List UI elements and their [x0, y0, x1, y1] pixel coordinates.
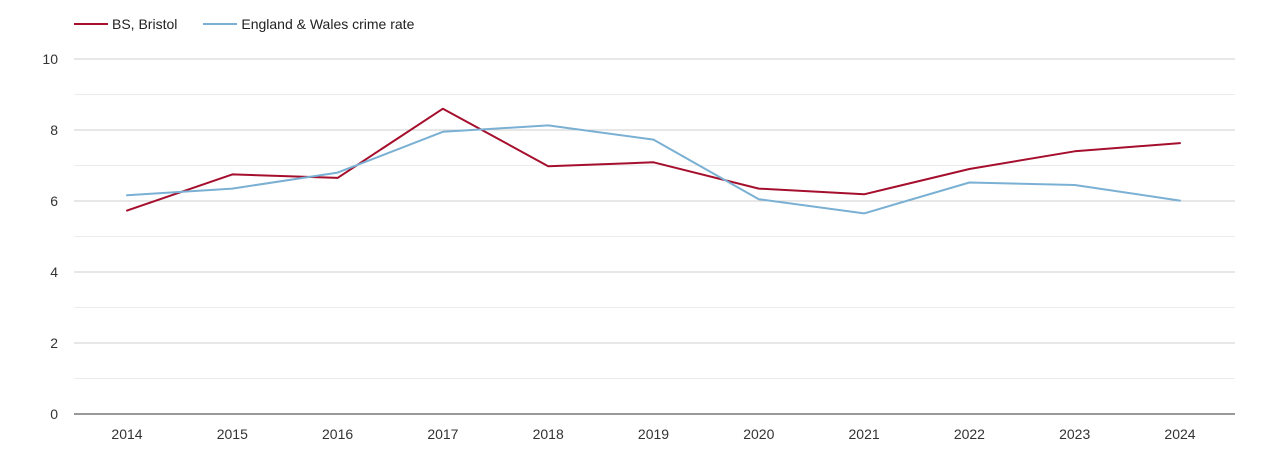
legend-swatch-england-wales [203, 23, 238, 25]
x-tick-label: 2015 [217, 426, 248, 442]
legend-label-bristol: BS, Bristol [112, 16, 178, 32]
legend: BS, Bristol England & Wales crime rate [74, 16, 440, 32]
x-tick-label: 2022 [954, 426, 985, 442]
y-tick-label: 0 [50, 406, 58, 422]
legend-label-england-wales: England & Wales crime rate [241, 16, 415, 32]
x-tick-label: 2019 [638, 426, 669, 442]
x-tick-label: 2017 [427, 426, 458, 442]
legend-swatch-bristol [74, 23, 108, 25]
x-tick-label: 2018 [533, 426, 564, 442]
series-line-england-wales [126, 124, 1181, 215]
x-tick-label: 2014 [111, 426, 142, 442]
y-tick-label: 4 [50, 264, 58, 280]
y-tick-label: 8 [50, 122, 58, 138]
x-tick-label: 2016 [322, 426, 353, 442]
y-tick-label: 6 [50, 193, 58, 209]
x-tick-label: 2023 [1059, 426, 1090, 442]
y-tick-label: 2 [50, 335, 58, 351]
legend-item-england-wales[interactable]: England & Wales crime rate [203, 16, 414, 32]
legend-item-bristol[interactable]: BS, Bristol [74, 16, 177, 32]
x-tick-label: 2020 [743, 426, 774, 442]
y-tick-label: 10 [42, 51, 58, 67]
x-tick-label: 2021 [849, 426, 880, 442]
x-tick-label: 2024 [1164, 426, 1195, 442]
series-line-bristol [126, 107, 1181, 212]
